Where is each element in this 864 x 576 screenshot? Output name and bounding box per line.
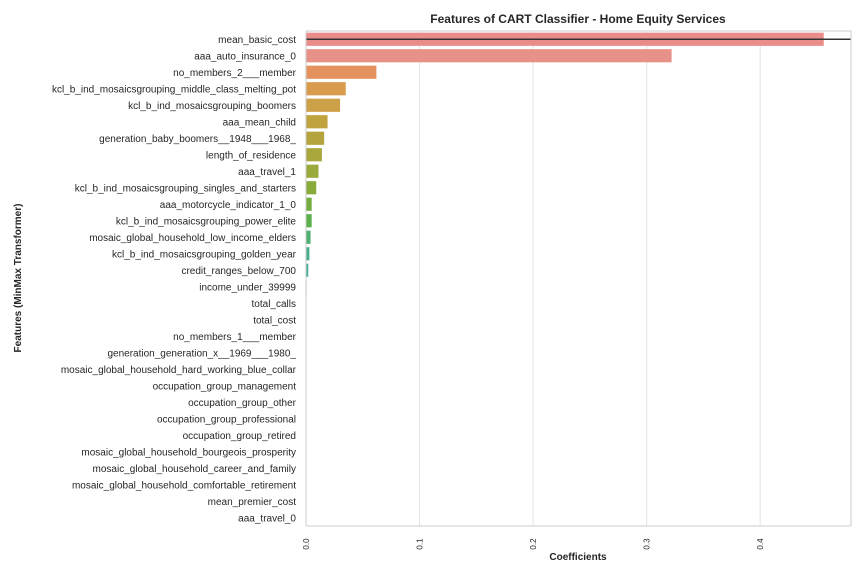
bar bbox=[306, 82, 346, 96]
y-tick-label: aaa_motorcycle_indicator_1_0 bbox=[160, 200, 297, 211]
y-tick-label: aaa_travel_1 bbox=[238, 167, 296, 178]
bar bbox=[306, 115, 328, 129]
y-tick-label: occupation_group_retired bbox=[183, 431, 296, 442]
bar bbox=[306, 164, 319, 178]
y-tick-label: aaa_auto_insurance_0 bbox=[194, 51, 296, 62]
x-tick-label: 0.4 bbox=[756, 538, 765, 550]
x-axis-title: Coefficients bbox=[549, 552, 607, 563]
y-tick-label: kcl_b_ind_mosaicsgrouping_power_elite bbox=[116, 216, 297, 227]
y-axis-title: Features (MinMax Transformer) bbox=[13, 204, 24, 353]
bar bbox=[306, 98, 341, 112]
x-tick-labels: 0.0 0.1 0.2 0.3 0.4 bbox=[302, 538, 765, 550]
y-tick-label: mean_basic_cost bbox=[218, 35, 296, 46]
y-tick-label: total_cost bbox=[253, 315, 296, 326]
y-tick-label: occupation_group_other bbox=[188, 398, 297, 409]
y-tick-label: mosaic_global_household_hard_working_blu… bbox=[61, 365, 297, 376]
y-tick-label: mosaic_global_household_low_income_elder… bbox=[89, 233, 296, 244]
bar bbox=[306, 214, 312, 228]
plot-area bbox=[306, 31, 851, 526]
bar bbox=[306, 65, 377, 79]
x-tick-label: 0.1 bbox=[416, 538, 425, 550]
y-tick-label: generation_generation_x__1969___1980_ bbox=[107, 348, 296, 359]
bar bbox=[306, 148, 322, 162]
y-tick-label: kcl_b_ind_mosaicsgrouping_middle_class_m… bbox=[52, 84, 296, 95]
y-tick-label: total_calls bbox=[252, 299, 296, 310]
bar bbox=[306, 263, 309, 277]
y-tick-label: mean_premier_cost bbox=[208, 497, 297, 508]
x-tick-label: 0.3 bbox=[643, 538, 652, 550]
bar bbox=[306, 247, 310, 261]
x-tick-label: 0.0 bbox=[302, 538, 311, 550]
y-tick-labels: mean_basic_cost aaa_auto_insurance_0 no_me… bbox=[52, 35, 297, 525]
y-tick-label: generation_baby_boomers__1948___1968_ bbox=[99, 134, 296, 145]
y-tick-label: no_members_1___member bbox=[173, 332, 297, 343]
bar bbox=[306, 49, 672, 63]
y-tick-label: kcl_b_ind_mosaicsgrouping_singles_and_st… bbox=[75, 183, 296, 194]
y-tick-label: income_under_39999 bbox=[199, 282, 296, 293]
y-tick-label: mosaic_global_household_bourgeois_prospe… bbox=[81, 447, 296, 458]
y-tick-label: no_members_2___member bbox=[173, 68, 297, 79]
bar bbox=[306, 181, 317, 195]
x-tick-label: 0.2 bbox=[529, 538, 538, 550]
y-tick-label: occupation_group_professional bbox=[157, 414, 296, 425]
y-tick-label: occupation_group_management bbox=[153, 381, 297, 392]
y-tick-label: length_of_residence bbox=[206, 150, 297, 161]
y-tick-label: credit_ranges_below_700 bbox=[181, 266, 296, 277]
chart-title: Features of CART Classifier - Home Equit… bbox=[430, 12, 726, 26]
bar bbox=[306, 230, 311, 244]
y-tick-label: mosaic_global_household_career_and_famil… bbox=[93, 464, 296, 475]
y-tick-label: kcl_b_ind_mosaicsgrouping_golden_year bbox=[112, 249, 297, 260]
bar bbox=[306, 131, 325, 145]
y-tick-label: kcl_b_ind_mosaicsgrouping_boomers bbox=[128, 101, 296, 112]
y-tick-label: mosaic_global_household_comfortable_reti… bbox=[72, 480, 296, 491]
y-tick-label: aaa_mean_child bbox=[223, 117, 296, 128]
y-tick-label: aaa_travel_0 bbox=[238, 513, 296, 524]
bar bbox=[306, 197, 312, 211]
